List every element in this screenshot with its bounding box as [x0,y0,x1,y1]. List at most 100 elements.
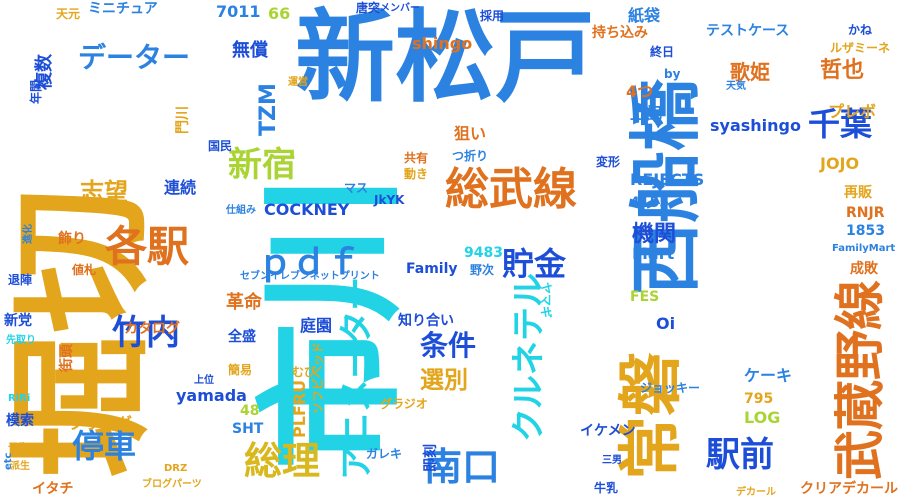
cloud-word: 選別 [420,366,468,394]
cloud-word: メンバー [380,3,420,14]
cloud-word: 変形 [596,155,621,169]
cloud-word: ケーキ [744,366,793,385]
cloud-word: 進化 [23,224,34,244]
cloud-word: 派生 [10,461,30,472]
cloud-word: かね [848,23,873,37]
cloud-word: 常磐 [615,352,689,480]
cloud-word: セブンイレブンネットプリント [240,271,380,282]
cloud-word: 各駅 [105,222,190,271]
cloud-word: 簡易 [228,363,253,377]
cloud-word: RiRi [8,393,31,404]
cloud-word: 狙い [454,124,487,143]
cloud-word: 総理 [244,439,321,483]
cloud-word: カタログ [124,321,180,337]
cloud-word: SHT [232,421,264,437]
cloud-word: 歌姫 [730,60,770,84]
cloud-word: 千葉 [808,105,873,143]
cloud-word: 天気 [726,81,746,92]
cloud-word: 持ち込み [592,25,648,41]
cloud-word: COCKNEY [264,200,350,219]
cloud-word: 再販 [844,185,872,201]
cloud-word: つ折り [452,149,489,163]
cloud-word: むび [292,365,317,379]
cloud-word: 模索 [6,413,34,429]
cloud-word: PLFRU [290,379,309,438]
cloud-word: 停車 [72,427,137,465]
cloud-word: 総武線 [445,164,577,215]
cloud-word: ｐｄｆ [258,243,360,283]
cloud-word: テストケース [706,23,790,39]
cloud-word: 機関 [632,222,677,247]
cloud-word: Oi [656,314,676,333]
cloud-word: 志望 [80,178,128,206]
cloud-word: ブログパーツ [142,479,202,490]
cloud-word: ジョッキー [640,381,701,395]
cloud-word: FES [630,289,660,305]
cloud-word: フラッグ [68,414,133,433]
cloud-word: shingo [412,34,473,53]
cloud-word: LOG [744,408,781,427]
cloud-word: 牛乳 [594,481,619,495]
cloud-word: 上記 [630,104,663,123]
cloud-word: 66 [268,4,291,23]
cloud-word: etc [3,452,14,471]
cloud-word: DRZ [164,463,188,474]
cloud-word: Family [406,261,458,277]
cloud-word: イタチ [32,481,74,497]
cloud-word: 街頭 [59,344,75,372]
cloud-word: 先取り [6,335,36,346]
cloud-word: マス [344,181,369,195]
cloud-word: 値札 [72,263,97,277]
cloud-word: ルザミーネ [830,41,891,55]
cloud-word: Mart [632,244,675,263]
cloud-word: 予告 [8,443,28,454]
cloud-word: 紙袋 [628,6,661,25]
cloud-word: yamada [176,386,247,405]
cloud-word: 知り合い [398,313,454,329]
cloud-word: 無償 [232,40,268,61]
cloud-word: 駅前 [706,435,774,475]
cloud-word: 退陣 [8,273,33,287]
cloud-word: 4つ [626,82,654,101]
cloud-word: 三男 [602,455,622,466]
cloud-word: 新宿 [228,145,296,185]
cloud-word: ガレキ [366,447,403,461]
cloud-word: 1853 [846,223,885,239]
cloud-word: TZM [256,83,281,136]
cloud-word: 48 [240,403,260,419]
cloud-word: 条件 [420,329,477,362]
cloud-word: イケメン [580,423,636,439]
cloud-word: クリアデカール [800,481,898,497]
cloud-word: 武蔵野線 [831,280,889,480]
cloud-word: 野次 [470,263,495,277]
cloud-word: 唐突 [356,1,381,15]
cloud-word: 南口 [424,445,501,489]
cloud-word: 新党 [4,313,32,329]
cloud-word: ヤマギ [539,282,553,319]
cloud-word: 動き [404,167,429,181]
cloud-word: 運営 [288,77,308,88]
cloud-word: 天元 [56,7,81,21]
cloud-word: REJECTS [630,170,705,189]
cloud-word: プレボ [828,102,877,121]
cloud-word: ミニチュア [88,1,158,17]
cloud-word: 貯金 [502,245,567,283]
cloud-word: 4155 [630,195,669,211]
cloud-word: 終日 [650,45,675,59]
cloud-word: 竹内 [112,313,180,353]
cloud-word: TH [40,197,59,211]
cloud-word: 7011 [216,2,261,21]
cloud-word: デカール [736,487,776,498]
cloud-word: 9483 [464,245,503,261]
cloud-word: JOJO [820,154,860,173]
cloud-word: 即刻 [423,444,439,472]
cloud-word: 仕組み [226,205,256,216]
cloud-word: 上位 [194,375,214,386]
cloud-word: 成敗 [850,261,878,277]
cloud-word: 795 [744,391,774,407]
cloud-word: 国民 [208,139,233,153]
cloud-word: グラジオ [380,397,428,411]
cloud-word: 採用 [480,9,505,23]
cloud-word: 飾り [58,231,86,247]
